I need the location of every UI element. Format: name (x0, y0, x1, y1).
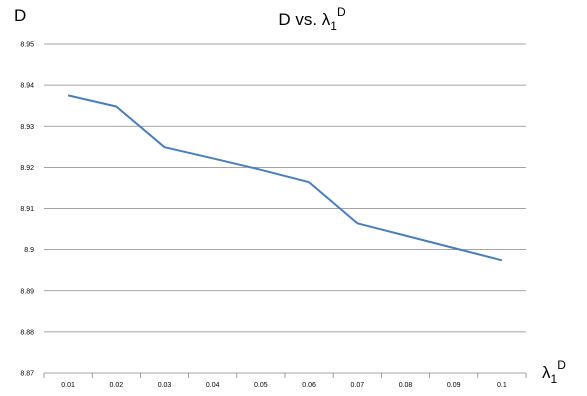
data-point (67, 94, 69, 96)
chart-title-sup: D (337, 5, 346, 19)
data-point (356, 222, 358, 224)
x-tick-label: 0.04 (206, 382, 220, 389)
y-axis-ticks: 8.87 8.88 8.89 8.9 8.91 8.92 8.93 8.94 8.95 (20, 42, 34, 378)
chart-title-sub: 1 (330, 19, 337, 33)
chart-title-text: D vs. λ (278, 10, 330, 29)
y-tick-label: 8.9 (24, 247, 34, 254)
gridlines (44, 43, 526, 333)
x-axis (43, 372, 527, 378)
y-tick-label: 8.91 (20, 206, 34, 213)
series-line (67, 94, 503, 262)
data-point (164, 146, 166, 148)
x-axis-label: λ1D (542, 358, 566, 386)
chart-title: D vs. λ1D (278, 5, 346, 33)
x-tick-label: 0.03 (158, 382, 172, 389)
data-point (212, 157, 214, 159)
y-tick-label: 8.87 (20, 371, 34, 378)
x-axis-label-sub: 1 (551, 372, 558, 386)
x-axis-ticks: 0.01 0.02 0.03 0.04 0.05 0.06 0.07 0.08 0.09 0.1 (61, 382, 507, 389)
x-tick-label: 0.07 (350, 382, 364, 389)
data-point (308, 181, 310, 183)
x-tick-label: 0.1 (497, 382, 507, 389)
x-tick-label: 0.01 (61, 382, 75, 389)
x-tick-label: 0.06 (302, 382, 316, 389)
x-tick-label: 0.08 (399, 382, 413, 389)
y-tick-label: 8.92 (20, 165, 34, 172)
y-tick-label: 8.93 (20, 124, 34, 131)
x-tick-label: 0.05 (254, 382, 268, 389)
data-point (405, 235, 407, 237)
y-axis-label: D (14, 6, 26, 25)
x-axis-label-text: λ (542, 363, 551, 382)
series-group (67, 94, 503, 262)
data-point (501, 259, 503, 261)
data-point (115, 106, 117, 108)
data-point (260, 169, 262, 171)
y-tick-label: 8.89 (20, 288, 34, 295)
y-tick-label: 8.94 (20, 83, 34, 90)
x-tick-label: 0.09 (447, 382, 461, 389)
x-tick-label: 0.02 (109, 382, 123, 389)
x-axis-label-sup: D (557, 358, 566, 372)
data-point (453, 247, 455, 249)
y-tick-label: 8.95 (20, 42, 34, 49)
y-tick-label: 8.88 (20, 329, 34, 336)
